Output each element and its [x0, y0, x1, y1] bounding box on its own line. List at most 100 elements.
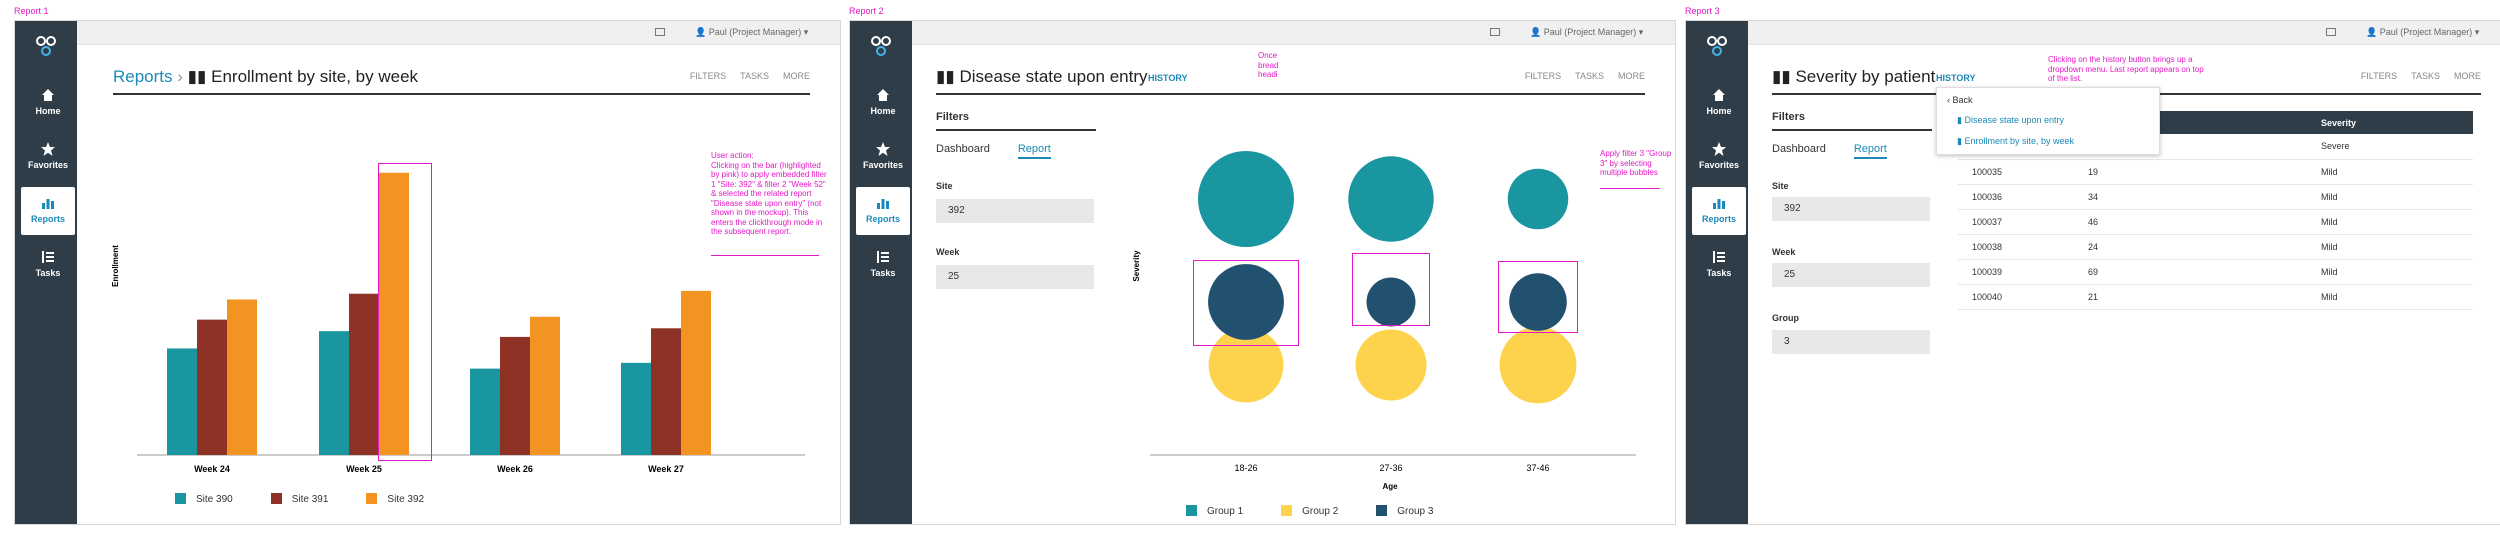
nav-home[interactable]: Home: [856, 79, 910, 127]
mail-icon[interactable]: [1490, 28, 1500, 36]
mail-icon[interactable]: [655, 28, 665, 36]
history-item-label: Enrollment by site, by week: [1964, 136, 2075, 146]
nav-favorites[interactable]: Favorites: [1692, 133, 1746, 181]
bubble-group-3-27-36[interactable]: [1366, 277, 1416, 327]
nav-favorites[interactable]: Favorites: [856, 133, 910, 181]
table-row[interactable]: 100039 69 Mild: [1958, 259, 2473, 285]
history-item-disease-state[interactable]: ▮ Disease state upon entry: [1957, 115, 2064, 126]
tab-dashboard[interactable]: Dashboard: [1772, 143, 1826, 155]
list-icon: [1713, 251, 1725, 263]
user-menu[interactable]: 👤 Paul (Project Manager) ▾: [2366, 27, 2480, 37]
history-button[interactable]: HISTORY: [1936, 73, 1976, 83]
user-menu[interactable]: 👤 Paul (Project Manager) ▾: [695, 27, 809, 37]
filters-button[interactable]: FILTERS: [1524, 71, 1562, 81]
nav-favorites-label: Favorites: [27, 160, 69, 170]
table-row[interactable]: 100040 21 Mild: [1958, 284, 2473, 310]
sidebar: Home Favorites Reports Tasks: [1686, 21, 1748, 524]
app-logo-icon[interactable]: [32, 35, 60, 59]
annotation-line: headi: [1258, 70, 1278, 79]
y-axis-label: Severity: [1132, 250, 1141, 282]
bar-site-392-week-24[interactable]: [227, 299, 257, 455]
bubble-group-2-27-36[interactable]: [1355, 329, 1427, 401]
filters-heading: Filters: [1772, 111, 1932, 131]
history-back[interactable]: ‹ Back: [1947, 95, 1973, 105]
age-cell: 24: [2074, 234, 2307, 260]
nav-favorites-label: Favorites: [1698, 160, 1740, 170]
home-icon: [42, 89, 54, 101]
app-logo-icon[interactable]: [1703, 35, 1731, 59]
bar-site-391-week-25[interactable]: [349, 293, 379, 455]
table-row[interactable]: 100036 34 Mild: [1958, 184, 2473, 210]
app-logo-icon[interactable]: [867, 35, 895, 59]
tab-report[interactable]: Report: [1853, 143, 1887, 159]
bar-site-391-week-27[interactable]: [651, 328, 681, 455]
filter-site-value[interactable]: 392: [936, 199, 1094, 223]
tab-report[interactable]: Report: [1017, 143, 1051, 159]
user-name: Paul (Project Manager): [708, 27, 802, 37]
nav-reports[interactable]: Reports: [1692, 187, 1746, 235]
bar-site-390-week-27[interactable]: [621, 362, 651, 455]
bar-site-390-week-24[interactable]: [167, 348, 197, 455]
legend-item[interactable]: Site 390: [175, 493, 233, 505]
severity-cell: Mild: [2307, 234, 2473, 260]
bubble-group-2-37-46[interactable]: [1499, 326, 1577, 404]
tasks-button[interactable]: TASKS: [1575, 71, 1604, 81]
legend-item[interactable]: Site 391: [270, 493, 328, 505]
history-button[interactable]: HISTORY: [1148, 73, 1188, 83]
more-button[interactable]: MORE: [2454, 71, 2481, 81]
filter-site-value[interactable]: 392: [1772, 197, 1930, 221]
nav-tasks[interactable]: Tasks: [1692, 241, 1746, 289]
bar-site-392-week-25[interactable]: [379, 172, 409, 455]
bar-site-390-week-25[interactable]: [319, 331, 349, 455]
bubble-group-3-18-26[interactable]: [1208, 264, 1284, 340]
bar-site-392-week-26[interactable]: [530, 316, 560, 455]
more-button[interactable]: MORE: [783, 71, 810, 81]
filter-group-value[interactable]: 3: [1772, 330, 1930, 354]
filter-week-value[interactable]: 25: [936, 265, 1094, 289]
filter-week-value[interactable]: 25: [1772, 263, 1930, 287]
nav-tasks[interactable]: Tasks: [856, 241, 910, 289]
nav-favorites[interactable]: Favorites: [21, 133, 75, 181]
nav-home[interactable]: Home: [1692, 79, 1746, 127]
nav-reports[interactable]: Reports: [21, 187, 75, 235]
mail-icon[interactable]: [2326, 28, 2336, 36]
star-icon: [876, 142, 890, 156]
bar-site-392-week-27[interactable]: [681, 290, 711, 455]
legend-item[interactable]: Group 1: [1186, 505, 1243, 517]
table-row[interactable]: 100037 46 Mild: [1958, 209, 2473, 235]
star-icon: [1712, 142, 1726, 156]
home-icon: [877, 89, 889, 101]
bar-site-391-week-26[interactable]: [500, 336, 530, 455]
bar-site-390-week-26[interactable]: [470, 368, 500, 455]
top-bar: 👤 Paul (Project Manager) ▾: [1748, 21, 2500, 45]
bubble-group-3-37-46[interactable]: [1509, 273, 1567, 331]
bubble-group-2-18-26[interactable]: [1208, 327, 1284, 403]
filters-button[interactable]: FILTERS: [689, 71, 727, 81]
nav-home[interactable]: Home: [21, 79, 75, 127]
user-menu[interactable]: 👤 Paul (Project Manager) ▾: [1530, 27, 1644, 37]
nav-tasks[interactable]: Tasks: [21, 241, 75, 289]
table-row[interactable]: 100035 19 Mild: [1958, 159, 2473, 185]
star-icon: [41, 142, 55, 156]
more-button[interactable]: MORE: [1618, 71, 1645, 81]
legend-label: Group 2: [1302, 506, 1339, 517]
legend-item[interactable]: Group 3: [1376, 505, 1433, 517]
bubble-group-1-37-46[interactable]: [1507, 168, 1569, 230]
tasks-button[interactable]: TASKS: [740, 71, 769, 81]
filter-week-label: Week: [936, 247, 960, 257]
filters-button[interactable]: FILTERS: [2360, 71, 2398, 81]
legend-item[interactable]: Group 2: [1281, 505, 1339, 517]
table-row[interactable]: 100038 24 Mild: [1958, 234, 2473, 260]
bubble-group-1-18-26[interactable]: [1198, 151, 1294, 247]
bubble-group-1-27-36[interactable]: [1348, 156, 1434, 242]
breadcrumb-reports[interactable]: Reports: [113, 67, 173, 86]
legend-item[interactable]: Site 392: [366, 493, 424, 505]
tab-dashboard[interactable]: Dashboard: [936, 143, 990, 155]
annotation-line: dropdown menu. Last report appears on to…: [2048, 64, 2204, 74]
history-item-enrollment[interactable]: ▮ Enrollment by site, by week: [1957, 136, 2074, 147]
list-icon: [877, 251, 889, 263]
bar-site-391-week-24[interactable]: [197, 319, 227, 455]
nav-reports[interactable]: Reports: [856, 187, 910, 235]
report-3-frame: Home Favorites Reports Tasks 👤 Paul (Pro…: [1685, 20, 2500, 525]
tasks-button[interactable]: TASKS: [2411, 71, 2440, 81]
